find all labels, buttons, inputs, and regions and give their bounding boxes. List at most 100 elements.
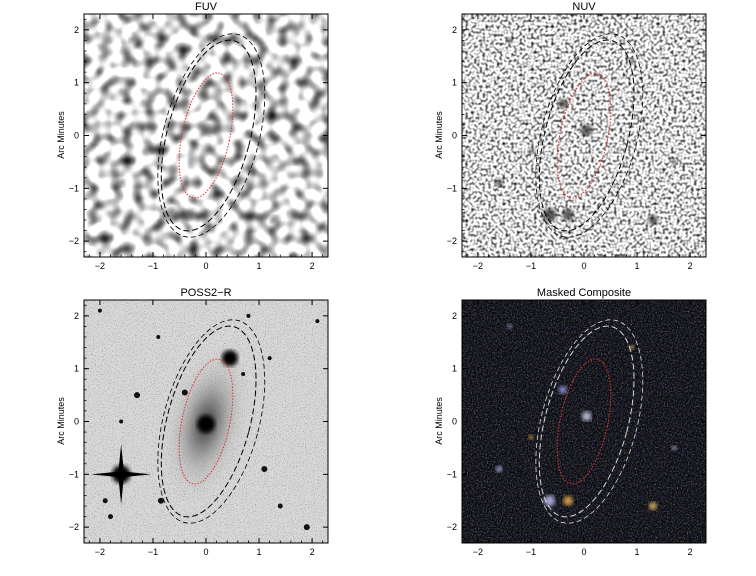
source-blob	[202, 124, 215, 137]
poss-sources	[91, 308, 320, 531]
x-tick-label: 1	[635, 547, 640, 557]
star	[181, 389, 188, 396]
source-blob	[671, 158, 678, 165]
inner-ellipse	[178, 72, 234, 199]
x-tick-label: −1	[148, 261, 158, 271]
comp-frame	[461, 299, 707, 544]
x-tick-label: −2	[473, 547, 483, 557]
x-tick-label: 2	[310, 261, 315, 271]
nuv-ellipses	[535, 33, 644, 238]
y-tick-label: 1	[74, 78, 79, 88]
x-tick-label: 2	[688, 547, 693, 557]
x-tick-label: 1	[257, 547, 262, 557]
source-blob	[671, 445, 677, 451]
x-tick-label: 0	[203, 261, 208, 271]
source-blob	[495, 179, 504, 188]
outer-ellipse-2	[535, 33, 644, 238]
comp-sources	[495, 324, 677, 511]
star	[134, 392, 141, 399]
panel-title: NUV	[572, 1, 596, 13]
source-blob	[507, 324, 513, 329]
fuv-ticks: −2 −1 0 1 2 −2 −1 0 1 2	[69, 14, 328, 271]
source-blob	[562, 208, 575, 221]
y-tick-label: −1	[69, 183, 79, 193]
bright-star	[221, 350, 238, 367]
y-axis-label: Arc Minutes	[56, 111, 66, 159]
y-tick-label: 0	[74, 131, 79, 141]
source-blob	[269, 215, 280, 226]
fuv-sources	[117, 37, 300, 226]
y-tick-label: −2	[69, 236, 79, 246]
y-tick-label: 0	[74, 417, 79, 427]
x-tick-label: 0	[581, 547, 586, 557]
source-blob	[542, 207, 557, 222]
y-tick-label: 2	[74, 311, 79, 321]
star	[315, 319, 320, 324]
x-tick-label: 2	[310, 547, 315, 557]
source-blob	[563, 495, 573, 506]
outer-ellipse	[538, 325, 635, 518]
y-tick-label: 0	[452, 131, 457, 141]
source-blob	[647, 215, 658, 226]
source-blob	[495, 465, 503, 473]
y-tick-label: −1	[447, 183, 457, 193]
y-tick-label: 2	[452, 311, 457, 321]
inner-ellipse	[178, 358, 234, 485]
outer-ellipse	[538, 39, 635, 232]
y-tick-label: 1	[452, 78, 457, 88]
panel-title: Masked Composite	[537, 287, 631, 299]
panel-poss: POSS2−R Arc Minutes −2 −1 0 1 2 −2 −1 0 1 2	[56, 287, 329, 557]
source-blob	[164, 207, 179, 222]
star	[277, 503, 283, 509]
nuv-sources	[495, 37, 678, 226]
source-blob	[117, 179, 126, 188]
y-tick-label: −1	[447, 469, 457, 479]
star	[108, 514, 114, 520]
x-tick-label: −2	[95, 547, 105, 557]
y-tick-label: 0	[452, 417, 457, 427]
source-blob	[527, 148, 534, 155]
source-blob	[629, 345, 635, 350]
source-blob	[558, 385, 567, 394]
nuv-frame	[461, 13, 707, 258]
y-tick-label: −2	[69, 522, 79, 532]
panel-nuv: NUV Arc Minutes −2 −1 0 1 2 −2 −1 0 1 2	[434, 1, 707, 271]
y-axis-label: Arc Minutes	[56, 397, 66, 445]
y-axis-label: Arc Minutes	[434, 397, 444, 445]
star	[157, 497, 164, 504]
diffraction-spike-v	[118, 444, 125, 505]
source-blob	[557, 98, 568, 109]
x-tick-label: 1	[635, 261, 640, 271]
galaxy-core	[197, 415, 215, 434]
source-blob	[293, 158, 300, 165]
source-blob	[528, 434, 534, 440]
source-blob	[128, 37, 135, 44]
source-blob	[648, 502, 657, 511]
star	[156, 334, 161, 339]
x-tick-label: 0	[581, 261, 586, 271]
star	[261, 466, 268, 473]
outer-ellipse-2	[157, 33, 266, 238]
source-blob	[580, 124, 593, 137]
panel-fuv: FUV Arc Minutes −2 −1 0 1 2 −2 −1 0 1 2	[56, 1, 329, 271]
panel-title: POSS2−R	[180, 287, 231, 299]
poss-ticks: −2 −1 0 1 2 −2 −1 0 1 2	[69, 300, 328, 557]
y-tick-label: −2	[447, 522, 457, 532]
fuv-ellipses	[157, 33, 266, 238]
y-tick-label: 2	[452, 25, 457, 35]
panel-comp: Masked Composite Arc Minutes −2 −1 0 1 2 −2 −1…	[434, 287, 707, 557]
star	[241, 371, 246, 376]
inner-ellipse	[556, 358, 612, 485]
x-tick-label: 2	[688, 261, 693, 271]
y-tick-label: 1	[74, 364, 79, 374]
source-blob	[506, 37, 513, 44]
outer-ellipse	[160, 325, 257, 518]
y-tick-label: −1	[69, 469, 79, 479]
outer-ellipse	[160, 39, 257, 232]
x-tick-label: 0	[203, 547, 208, 557]
source-blob	[543, 495, 556, 507]
x-tick-label: 1	[257, 261, 262, 271]
star	[246, 313, 251, 318]
x-tick-label: −1	[526, 261, 536, 271]
